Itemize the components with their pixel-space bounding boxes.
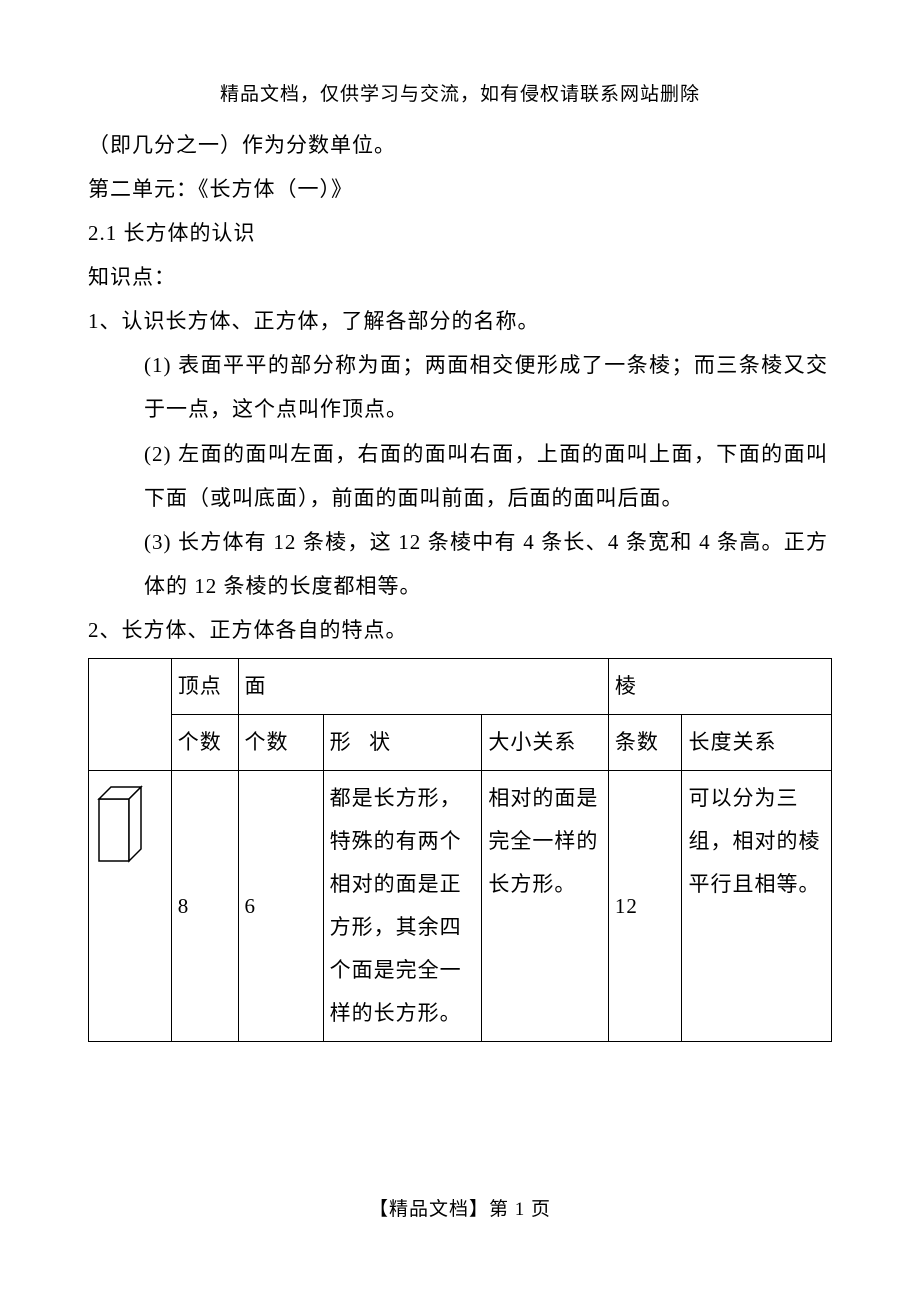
table-row: 顶点 面 棱: [89, 659, 832, 715]
cell-vcount-header: 个数: [171, 715, 238, 771]
cuboid-icon: [95, 781, 149, 865]
cell-elen: 可以分为三组，相对的棱平行且相等。: [682, 771, 832, 1042]
paragraph-1-2: (2) 左面的面叫左面，右面的面叫右面，上面的面叫上面，下面的面叫下面（或叫底面…: [88, 432, 832, 520]
cell-vcount: 8: [171, 771, 238, 1042]
page-footer: 【精品文档】第 1 页: [0, 1190, 920, 1230]
cell-ecount: 12: [608, 771, 682, 1042]
cell-vertex-header: 顶点: [171, 659, 238, 715]
cell-fsize: 相对的面是完全一样的长方形。: [482, 771, 609, 1042]
shape-post: 状: [369, 730, 391, 754]
cell-cuboid-shape: [89, 771, 172, 1042]
cell-ecount-header: 条数: [608, 715, 682, 771]
paragraph-1: 1、认识长方体、正方体，了解各部分的名称。: [88, 299, 832, 343]
unit-title: 第二单元：《长方体（一）》: [88, 167, 832, 211]
cell-fcount-header: 个数: [238, 715, 323, 771]
table-row: 个数 个数 形 状 大小关系 条数 长度关系: [89, 715, 832, 771]
cell-fcount: 6: [238, 771, 323, 1042]
paragraph-1-3: (3) 长方体有 12 条棱，这 12 条棱中有 4 条长、4 条宽和 4 条高…: [88, 520, 832, 608]
features-table: 顶点 面 棱 个数 个数 形 状 大小关系 条数 长度关系 8 6 都是长方形，…: [88, 658, 832, 1042]
cell-fshape-header: 形 状: [323, 715, 482, 771]
cell-face-header: 面: [238, 659, 608, 715]
shape-pre: 形: [330, 730, 357, 754]
cell-fshape: 都是长方形，特殊的有两个相对的面是正方形，其余四个面是完全一样的长方形。: [323, 771, 482, 1042]
paragraph-1-1: (1) 表面平平的部分称为面；两面相交便形成了一条棱；而三条棱又交于一点，这个点…: [88, 343, 832, 431]
cell-edge-header: 棱: [608, 659, 831, 715]
table-row: 8 6 都是长方形，特殊的有两个相对的面是正方形，其余四个面是完全一样的长方形。…: [89, 771, 832, 1042]
knowledge-points-label: 知识点：: [88, 255, 832, 299]
cell-shape-header: [89, 659, 172, 771]
cell-elen-header: 长度关系: [682, 715, 832, 771]
line-fragment: （即几分之一）作为分数单位。: [88, 123, 832, 167]
paragraph-2: 2、长方体、正方体各自的特点。: [88, 608, 832, 652]
section-title: 2.1 长方体的认识: [88, 211, 832, 255]
cell-fsize-header: 大小关系: [482, 715, 609, 771]
header-note: 精品文档，仅供学习与交流，如有侵权请联系网站删除: [88, 75, 832, 115]
